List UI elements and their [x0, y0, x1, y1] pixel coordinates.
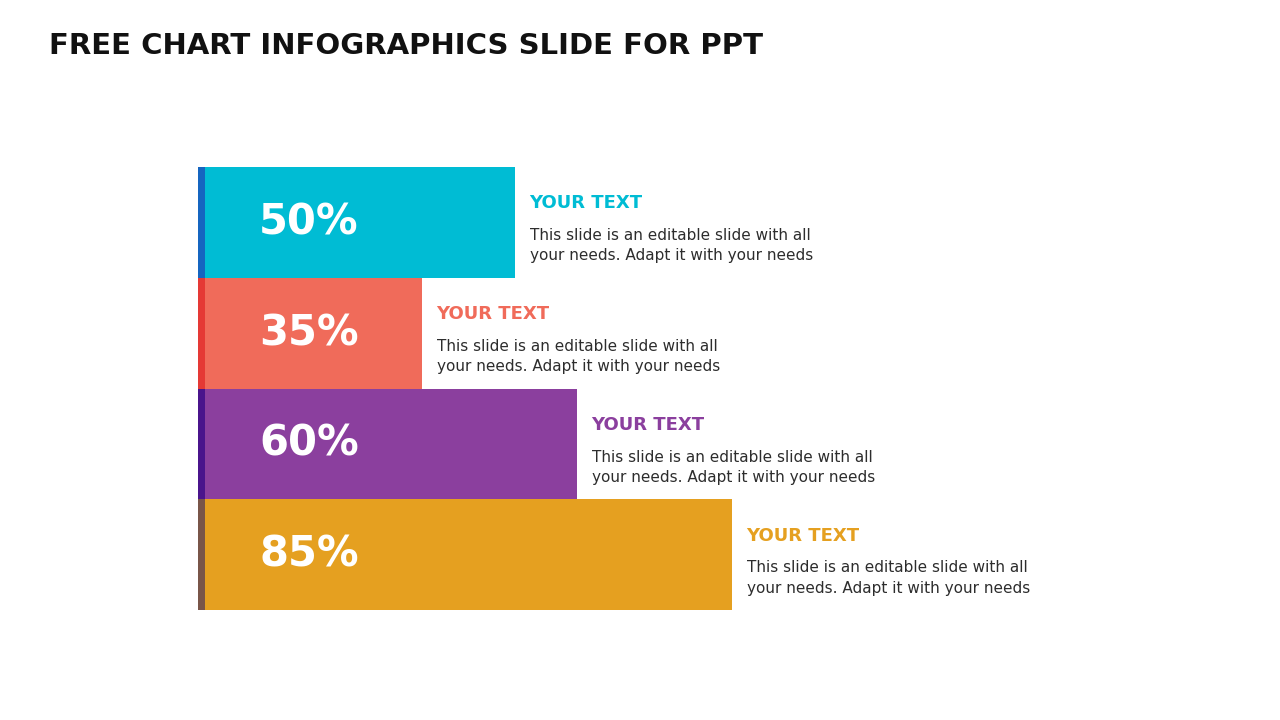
- Text: YOUR TEXT: YOUR TEXT: [530, 194, 643, 212]
- Bar: [205, 167, 515, 278]
- Text: YOUR TEXT: YOUR TEXT: [591, 416, 705, 434]
- Text: This slide is an editable slide with all
your needs. Adapt it with your needs: This slide is an editable slide with all…: [530, 228, 813, 264]
- Text: 35%: 35%: [259, 312, 358, 354]
- Text: YOUR TEXT: YOUR TEXT: [746, 527, 860, 545]
- Text: 60%: 60%: [259, 423, 358, 465]
- Bar: [205, 389, 576, 500]
- Text: 85%: 85%: [259, 534, 358, 576]
- Bar: [205, 500, 732, 611]
- Bar: [197, 389, 205, 500]
- Bar: [205, 278, 421, 389]
- Text: This slide is an editable slide with all
your needs. Adapt it with your needs: This slide is an editable slide with all…: [591, 449, 874, 485]
- Text: This slide is an editable slide with all
your needs. Adapt it with your needs: This slide is an editable slide with all…: [746, 560, 1030, 596]
- Bar: [197, 167, 205, 278]
- Text: YOUR TEXT: YOUR TEXT: [436, 305, 549, 323]
- Bar: [197, 278, 205, 389]
- Text: This slide is an editable slide with all
your needs. Adapt it with your needs: This slide is an editable slide with all…: [436, 338, 719, 374]
- Text: 50%: 50%: [259, 201, 358, 243]
- Text: FREE CHART INFOGRAPHICS SLIDE FOR PPT: FREE CHART INFOGRAPHICS SLIDE FOR PPT: [49, 32, 763, 60]
- Bar: [197, 500, 205, 611]
